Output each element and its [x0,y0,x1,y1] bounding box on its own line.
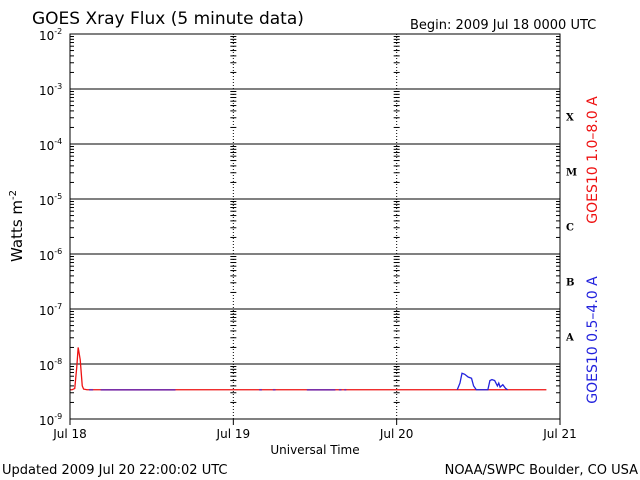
y-tick-base: 10 [39,414,54,428]
y-tick-base: 10 [39,194,54,208]
x-axis-title: Universal Time [270,443,359,457]
footer-updated: Updated 2009 Jul 20 22:00:02 UTC [2,463,227,478]
grid-layer [70,34,560,419]
flare-class-label: X [566,113,574,124]
flare-class-label: C [566,223,574,234]
series-label-blue: GOES10 0.5–4.0 A [585,276,601,404]
y-tick-label: 10-9 [39,412,62,428]
x-tick-label: Jul 19 [216,427,251,441]
x-tick-label: Jul 21 [542,427,577,441]
y-tick-exponent: -5 [54,192,62,201]
y-axis-title: Watts m-2 [8,190,26,262]
y-tick-exponent: -7 [54,302,62,311]
minor-tick-layer [70,36,560,403]
y-tick-base: 10 [39,304,54,318]
y-tick-labels: 10-910-810-710-610-510-410-310-2 [39,27,62,428]
y-tick-exponent: -3 [54,82,62,91]
svg-text:Watts m-2: Watts m-2 [8,190,26,262]
x-tick-label: Jul 20 [379,427,414,441]
series-line-blue [456,372,508,391]
y-tick-base: 10 [39,29,54,43]
y-tick-base: 10 [39,84,54,98]
flare-class-label: M [566,168,577,179]
y-tick-label: 10-4 [39,137,62,153]
y-tick-label: 10-7 [39,302,62,318]
begin-label: Begin: 2009 Jul 18 0000 UTC [410,18,596,33]
y-axis-title-text: Watts m [8,200,26,262]
y-tick-exponent: -6 [54,247,62,256]
footer-credit: NOAA/SWPC Boulder, CO USA [445,463,638,478]
y-axis-title-superscript: -2 [8,190,19,200]
y-tick-label: 10-8 [39,357,62,373]
series-layer [70,347,547,391]
x-tick-label: Jul 18 [52,427,87,441]
y-tick-label: 10-2 [39,27,62,43]
y-tick-exponent: -4 [54,137,62,146]
flare-class-label: B [566,278,574,289]
series-label-red: GOES10 1.0–8.0 A [585,96,601,224]
y-tick-exponent: -9 [54,412,62,421]
y-tick-exponent: -8 [54,357,62,366]
series-line-red [70,347,547,391]
plot-frame [69,33,561,420]
y-tick-base: 10 [39,139,54,153]
chart-title: GOES Xray Flux (5 minute data) [32,9,304,29]
y-tick-base: 10 [39,359,54,373]
y-tick-label: 10-6 [39,247,62,263]
x-tick-labels: Jul 18 Jul 19 Jul 20 Jul 21 [52,419,577,441]
y-tick-label: 10-3 [39,82,62,98]
y-tick-label: 10-5 [39,192,62,208]
flare-class-labels: X M C B A [565,113,577,344]
y-tick-exponent: -2 [54,27,62,36]
y-tick-base: 10 [39,249,54,263]
flare-class-label: A [565,333,574,344]
